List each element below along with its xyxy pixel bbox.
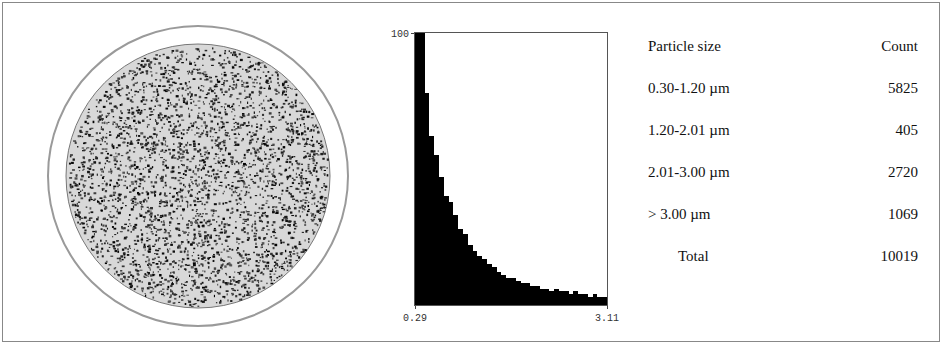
html-text:10019: 10019 xyxy=(880,247,918,264)
html-text:2.01-3.00 µm: 2.01-3.00 µm xyxy=(648,163,730,180)
html-text:5825: 5825 xyxy=(888,79,918,96)
html-text:405: 405 xyxy=(895,121,918,138)
html-text:0.30-1.20 µm: 0.30-1.20 µm xyxy=(648,79,730,96)
html-text:1.20-2.01 µm: 1.20-2.01 µm xyxy=(648,121,730,138)
html-text:Total: Total xyxy=(678,247,709,264)
html-text:> 3.00 µm: > 3.00 µm xyxy=(648,205,711,222)
html-text:Particle size: Particle size xyxy=(648,37,721,54)
svg-text:0.29: 0.29 xyxy=(403,313,427,324)
html-text:2720: 2720 xyxy=(888,163,918,180)
svg-text:100: 100 xyxy=(391,29,409,40)
html-text:Count: Count xyxy=(881,37,918,54)
svg-text:3.11: 3.11 xyxy=(595,313,619,324)
html-text:1069: 1069 xyxy=(888,205,918,222)
